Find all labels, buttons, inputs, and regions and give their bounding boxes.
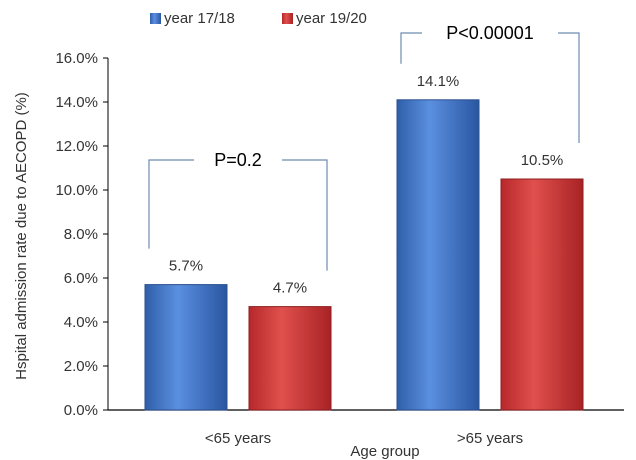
legend: year 17/18 year 19/20 [150,10,367,27]
legend-label-year-17-18: year 17/18 [164,10,235,27]
bar-value-label: 10.5% [521,152,564,169]
bar-year-17-18-under-65 [144,284,228,411]
significance-bracket-left [400,32,422,64]
y-tick-label: 0.0% [64,402,98,419]
y-tick-label: 4.0% [64,314,98,331]
legend-swatch-year-19-20 [282,13,293,24]
bar-year-17-18-over-65 [396,99,480,411]
value-labels: 5.7% 4.7% 14.1% 10.5% [169,73,563,297]
significance-bracket-right [282,159,328,271]
legend-label-year-19-20: year 19/20 [296,10,367,27]
x-axis: <65 years >65 years [108,409,624,447]
y-tick-label: 12.0% [55,138,98,155]
y-tick-label: 6.0% [64,270,98,287]
annotations: P=0.2 P<0.00001 [148,23,580,271]
y-tick-label: 14.0% [55,94,98,111]
p-value-annotation: P=0.2 [214,150,262,170]
y-axis-title: Hspital admission rate due to AECOPD (%) [13,92,30,380]
bars [144,99,584,411]
x-tick-label: >65 years [457,430,523,447]
bar-year-19-20-over-65 [500,178,584,411]
significance-bracket-left [148,159,194,249]
bar-year-19-20-under-65 [248,306,332,411]
y-tick-label: 10.0% [55,182,98,199]
y-tick-label: 8.0% [64,226,98,243]
p-value-annotation: P<0.00001 [446,23,534,43]
y-axis: 0.0% 2.0% 4.0% 6.0% 8.0% 10.0% 12.0% 14.0% 16.0% [55,50,109,419]
bar-value-label: 14.1% [417,73,460,90]
x-tick-label: <65 years [205,430,271,447]
legend-swatch-year-17-18 [150,13,161,24]
x-axis-title: Age group [350,443,419,460]
significance-bracket-right [558,32,580,143]
bar-value-label: 4.7% [273,280,307,297]
bar-value-label: 5.7% [169,258,203,275]
y-tick-label: 2.0% [64,358,98,375]
y-tick-label: 16.0% [55,50,98,67]
